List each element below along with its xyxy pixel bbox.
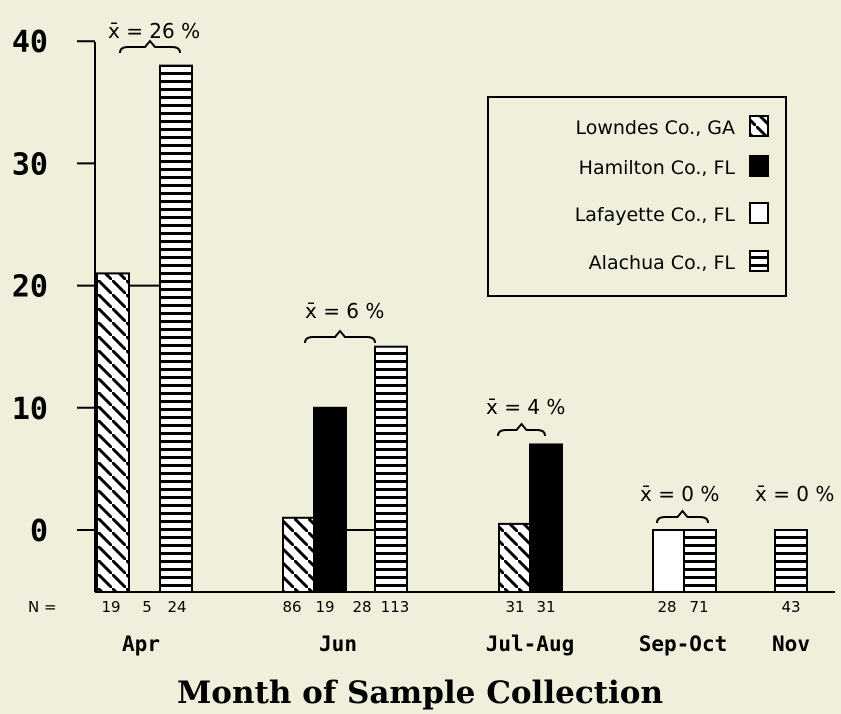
mean-brace [497,422,546,437]
bar-jun-2 [313,406,347,593]
n-label: 28 [657,598,676,616]
n-label: 86 [282,598,301,616]
n-label: 19 [101,598,120,616]
month-label: Nov [772,632,810,656]
y-tick-label: 20 [12,270,48,305]
n-label: 5 [142,598,152,616]
mean-brace [304,329,376,344]
y-tick-label: 0 [30,514,48,549]
bar-nov-1 [774,529,808,593]
mean-label: x̄ = 6 % [305,299,384,323]
month-label: Jun [319,632,357,656]
axes-layer: 0 10 20 30 40 [12,25,835,593]
legend: Lowndes Co., GA Hamilton Co., FL Lafayette… [487,96,787,297]
bar-jun-1 [282,516,316,594]
n-label: 28 [352,598,371,616]
n-label: 19 [315,598,334,616]
n-label: 43 [781,598,800,616]
n-prefix-label: N = [28,598,57,616]
y-tick-label: 10 [12,392,48,427]
legend-swatch [749,250,769,272]
y-tick-label: 40 [12,25,48,60]
bars-layer [96,64,808,594]
mean-brace [656,509,709,524]
mean-label: x̄ = 4 % [486,395,565,419]
n-label: 24 [167,598,186,616]
mean-label: x̄ = 0 % [640,482,719,506]
legend-swatch [749,115,769,137]
bar-sep-oct-2 [683,529,717,593]
mean-brace [119,39,181,54]
n-label: 31 [536,598,555,616]
bar-jun-3 [374,345,408,594]
n-label: 113 [381,598,410,616]
n-label: 31 [505,598,524,616]
legend-box [487,96,787,297]
legend-label: Lowndes Co., GA [575,117,735,139]
month-label: Apr [122,632,160,656]
legend-swatch [749,155,769,177]
month-label: Sep-Oct [639,632,728,656]
n-label: 71 [689,598,708,616]
annotations-layer: N = 19 5 24 Apr x̄ = 26 % 86 19 28 113 Jun x̄ = 6 %… [28,19,834,656]
mean-label: x̄ = 26 % [108,19,200,43]
bar-jul-aug-1 [498,522,532,594]
mean-label: x̄ = 0 % [755,482,834,506]
bar-apr-1 [96,272,130,593]
bar-sep-oct-1 [652,529,686,593]
legend-label: Hamilton Co., FL [579,157,736,179]
y-tick-label: 30 [12,147,48,182]
legend-label: Alachua Co., FL [589,252,736,274]
legend-swatch [749,202,769,224]
legend-label: Lafayette Co., FL [575,204,736,226]
bar-apr-2 [159,64,193,593]
x-axis-title: Month of Sample Collection [177,675,663,711]
month-label: Jul-Aug [486,632,575,656]
bar-jul-aug-2 [529,443,563,593]
